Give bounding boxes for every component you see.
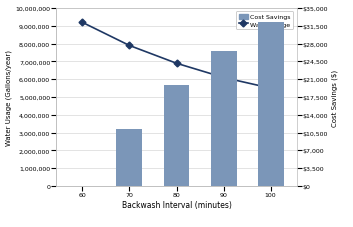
Bar <box>258 23 283 186</box>
Water Usage <box>127 45 132 48</box>
Water Usage <box>269 87 273 90</box>
Water Usage <box>80 22 84 25</box>
Bar <box>211 52 237 186</box>
Legend: Cost Savings, Water Usage: Cost Savings, Water Usage <box>236 12 293 30</box>
Bar <box>163 85 190 186</box>
X-axis label: Backwash Interval (minutes): Backwash Interval (minutes) <box>121 200 232 209</box>
Y-axis label: Water Usage (Gallons/year): Water Usage (Gallons/year) <box>6 50 12 146</box>
Water Usage <box>174 63 179 65</box>
Line: Water Usage: Water Usage <box>80 21 273 91</box>
Y-axis label: Cost Savings ($): Cost Savings ($) <box>331 69 338 126</box>
Bar <box>116 129 142 186</box>
Water Usage <box>221 77 226 79</box>
